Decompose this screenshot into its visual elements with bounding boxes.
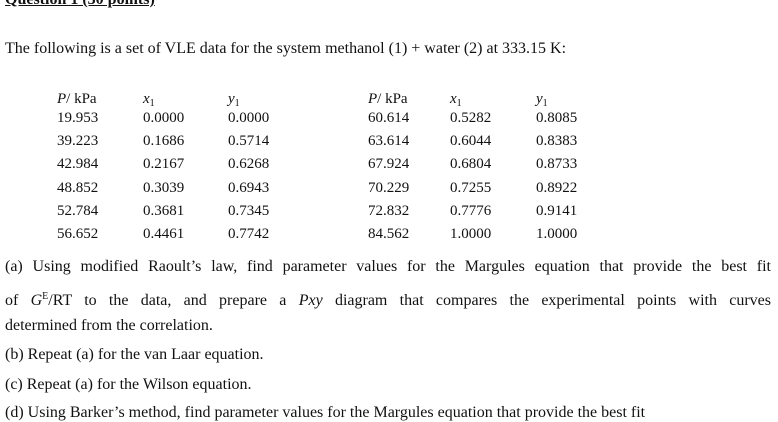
symbol: G xyxy=(30,292,43,309)
table-cell: 0.3039 xyxy=(143,179,185,196)
table-cell: 0.6268 xyxy=(228,156,270,173)
subscript: 1 xyxy=(149,98,155,109)
table-cell: 0.5714 xyxy=(228,133,270,150)
intro: The following is a set of VLE data for t… xyxy=(5,40,567,57)
table-cell: 1.0000 xyxy=(450,226,492,242)
text: of xyxy=(5,292,31,309)
table-cell: 0.5282 xyxy=(450,110,492,126)
subscript: 1 xyxy=(542,98,548,109)
table-cell: 39.223 xyxy=(57,133,99,150)
table-cell: 1.0000 xyxy=(536,226,578,242)
subscript: 1 xyxy=(234,98,240,109)
text: /RT to the data, and prepare a xyxy=(48,292,299,309)
table-cell: 84.562 xyxy=(368,226,410,242)
unit: / kPa xyxy=(377,91,408,107)
unit: / kPa xyxy=(66,91,97,107)
column-header: x1 xyxy=(143,91,155,112)
heading: Question 1 (30 points) xyxy=(5,0,155,9)
page: Question 1 (30 points) The following is … xyxy=(5,0,771,421)
column-header: P/ kPa xyxy=(368,91,408,108)
symbol: x xyxy=(450,91,457,107)
table-cell: 0.0000 xyxy=(228,110,270,126)
text: diagram that compares the experimental p… xyxy=(322,292,771,309)
table-cell: 0.4461 xyxy=(143,226,185,242)
table-cell: 0.7742 xyxy=(228,226,270,242)
table-cell: 48.852 xyxy=(57,179,99,196)
part-b: (b) Repeat (a) for the van Laar equation… xyxy=(5,346,264,363)
table-cell: 0.8733 xyxy=(536,156,578,173)
part-a-line: determined from the correlation. xyxy=(5,317,213,334)
part-d: (d) Using Barker’s method, find paramete… xyxy=(5,404,646,421)
table-cell: 70.229 xyxy=(368,179,410,196)
column-header: y1 xyxy=(228,91,240,112)
table-cell: 0.9141 xyxy=(536,202,578,219)
symbol: y xyxy=(536,91,543,107)
table-cell: 0.8383 xyxy=(536,133,578,150)
part-a-line: of GE/RT to the data, and prepare a Pxy … xyxy=(5,288,771,310)
table-cell: 52.784 xyxy=(57,202,99,219)
table-cell: 0.1686 xyxy=(143,133,185,150)
table-cell: 67.924 xyxy=(368,156,410,173)
column-header: P/ kPa xyxy=(57,91,97,108)
table-cell: 72.832 xyxy=(368,202,410,219)
symbol: y xyxy=(228,91,235,107)
table-cell: 56.652 xyxy=(57,226,99,242)
symbol: P xyxy=(368,91,378,107)
table-cell: 0.6943 xyxy=(228,179,270,196)
table-cell: 0.8922 xyxy=(536,179,578,196)
table-cell: 42.984 xyxy=(57,156,99,173)
table-cell: 0.7255 xyxy=(450,179,492,196)
column-header: y1 xyxy=(536,91,548,112)
table-cell: 60.614 xyxy=(368,110,410,126)
table-cell: 0.0000 xyxy=(143,110,185,126)
table-cell: 0.6044 xyxy=(450,133,492,150)
table-cell: 0.6804 xyxy=(450,156,492,173)
part-c: (c) Repeat (a) for the Wilson equation. xyxy=(5,376,252,393)
table-cell: 0.8085 xyxy=(536,110,578,126)
table-cell: 63.614 xyxy=(368,133,410,150)
symbol: P xyxy=(57,91,67,107)
table-cell: 0.2167 xyxy=(143,156,185,173)
column-header: x1 xyxy=(450,91,462,112)
symbol: Pxy xyxy=(298,292,323,309)
table-cell: 0.7345 xyxy=(228,202,270,219)
superscript: E xyxy=(42,291,49,302)
table-cell: 0.3681 xyxy=(143,202,185,219)
table-cell: 0.7776 xyxy=(450,202,492,219)
table-cell: 19.953 xyxy=(57,110,99,126)
symbol: x xyxy=(143,91,150,107)
subscript: 1 xyxy=(456,98,462,109)
part-a-line: (a) Using modified Raoult’s law, find pa… xyxy=(5,258,771,275)
